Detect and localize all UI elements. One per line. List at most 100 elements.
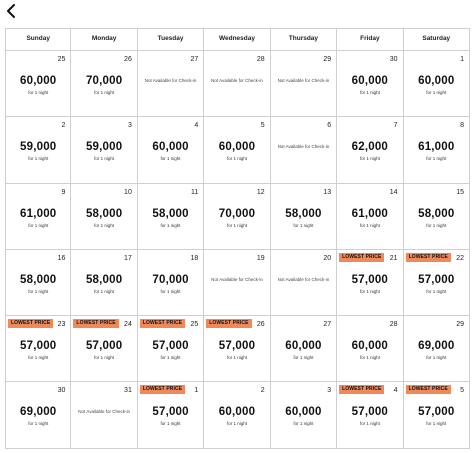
weekday-label: Thursday — [271, 29, 338, 50]
night-count-label: for 1 night — [293, 355, 314, 361]
day-cell[interactable]: 17 58,000 for 1 night — [71, 249, 138, 317]
night-count-label: for 1 night — [226, 156, 247, 162]
day-cell[interactable]: 9 61,000 for 1 night — [5, 183, 72, 250]
lowest-price-badge: LOWEST PRICE — [339, 385, 385, 395]
night-price: 69,000 — [20, 406, 57, 419]
night-price: 60,000 — [351, 340, 389, 353]
chevron-left-icon — [7, 4, 15, 18]
day-cell[interactable]: 8 61,000 for 1 night — [403, 117, 470, 184]
night-price: 60,000 — [152, 141, 189, 154]
day-cell[interactable]: 13 58,000 for 1 night — [270, 183, 338, 250]
day-number: 28 — [256, 56, 265, 63]
night-count-label: for 1 night — [426, 222, 447, 228]
day-number: 28 — [389, 321, 398, 329]
weekday-label: Friday — [337, 29, 404, 50]
day-cell[interactable]: LOWEST PRICE 25 57,000 for 1 night — [137, 316, 205, 383]
night-count-label: for 1 night — [28, 355, 49, 361]
day-number: 24 — [124, 321, 132, 329]
day-cell[interactable]: LOWEST PRICE 5 57,000 for 1 night — [403, 382, 470, 449]
night-price: 62,000 — [351, 141, 389, 154]
lowest-price-badge: LOWEST PRICE — [139, 319, 186, 329]
not-available-label: Not Available for Check-in — [277, 276, 330, 282]
day-cell[interactable]: 16 58,000 for 1 night — [5, 249, 72, 317]
day-cell[interactable]: 29 Not Available for Check-in — [270, 51, 338, 118]
day-cell[interactable]: 31 Not Available for Check-in — [71, 382, 138, 449]
day-number: 23 — [57, 321, 66, 329]
day-cell[interactable]: 3 60,000 for 1 night — [270, 382, 338, 449]
weekday-label: Saturday — [404, 29, 470, 50]
day-number: 2 — [260, 387, 265, 395]
lowest-price-badge: LOWEST PRICE — [8, 319, 54, 329]
night-count-label: for 1 night — [160, 288, 181, 294]
day-cell[interactable]: 7 62,000 for 1 night — [337, 117, 404, 184]
night-count-label: for 1 night — [359, 421, 380, 427]
night-price: 61,000 — [20, 207, 57, 220]
day-number: 27 — [190, 56, 199, 63]
night-price: 57,000 — [351, 406, 389, 419]
night-count-label: for 1 night — [359, 156, 380, 162]
day-cell[interactable]: 5 60,000 for 1 night — [204, 117, 271, 184]
night-price: 58,000 — [20, 273, 57, 286]
not-available-label: Not Available for Check-in — [277, 144, 330, 150]
day-number: 30 — [389, 56, 398, 63]
day-number: 6 — [327, 122, 332, 130]
day-cell[interactable]: LOWEST PRICE 23 57,000 for 1 night — [5, 316, 72, 383]
day-number: 3 — [327, 387, 332, 395]
night-count-label: for 1 night — [359, 222, 380, 228]
day-cell[interactable]: 4 60,000 for 1 night — [137, 117, 205, 184]
weekday-label: Sunday — [5, 29, 72, 50]
night-count-label: for 1 night — [426, 90, 447, 95]
day-cell[interactable]: 1 60,000 for 1 night — [403, 51, 470, 118]
day-cell[interactable]: 28 60,000 for 1 night — [337, 316, 404, 383]
night-price: 70,000 — [218, 207, 256, 220]
day-cell[interactable]: LOWEST PRICE 22 57,000 for 1 night — [403, 249, 470, 317]
day-cell[interactable]: 27 Not Available for Check-in — [137, 51, 205, 118]
day-cell[interactable]: 6 Not Available for Check-in — [270, 117, 338, 184]
day-cell[interactable]: LOWEST PRICE 4 57,000 for 1 night — [337, 382, 404, 449]
night-price: 61,000 — [418, 141, 455, 154]
day-cell[interactable]: 19 Not Available for Check-in — [204, 249, 271, 317]
night-count-label: for 1 night — [28, 156, 49, 162]
day-cell[interactable]: 29 69,000 for 1 night — [403, 316, 470, 383]
day-number: 26 — [124, 56, 132, 63]
day-number: 22 — [456, 254, 464, 262]
day-cell[interactable]: 28 Not Available for Check-in — [204, 51, 271, 118]
day-number: 20 — [323, 254, 332, 262]
night-count-label: for 1 night — [226, 355, 247, 361]
day-cell[interactable]: 12 70,000 for 1 night — [204, 183, 271, 250]
lowest-price-badge: LOWEST PRICE — [405, 385, 451, 395]
day-number: 29 — [323, 56, 332, 63]
day-number: 4 — [194, 122, 199, 130]
night-count-label: for 1 night — [94, 156, 115, 162]
day-cell[interactable]: 3 59,000 for 1 night — [71, 117, 138, 184]
day-cell[interactable]: 30 60,000 for 1 night — [337, 51, 404, 118]
night-count-label: for 1 night — [226, 222, 247, 228]
day-cell[interactable]: 15 58,000 for 1 night — [403, 183, 470, 250]
day-cell[interactable]: LOWEST PRICE 26 57,000 for 1 night — [204, 316, 271, 383]
back-button[interactable] — [3, 2, 19, 20]
night-price: 58,000 — [285, 207, 322, 220]
day-cell[interactable]: 11 58,000 for 1 night — [137, 183, 205, 250]
night-price: 57,000 — [418, 273, 455, 286]
day-cell[interactable]: 27 60,000 for 1 night — [270, 316, 338, 383]
day-cell[interactable]: 10 58,000 for 1 night — [71, 183, 138, 250]
day-cell[interactable]: 26 70,000 for 1 night — [71, 51, 138, 118]
day-number: 14 — [389, 188, 398, 196]
day-cell[interactable]: 18 70,000 for 1 night — [137, 249, 205, 317]
weekday-label: Tuesday — [138, 29, 205, 50]
day-cell[interactable]: 25 60,000 for 1 night — [5, 51, 72, 118]
day-cell[interactable]: 2 60,000 for 1 night — [204, 382, 271, 449]
day-cell[interactable]: 30 69,000 for 1 night — [5, 382, 72, 449]
day-cell[interactable]: 2 59,000 for 1 night — [5, 117, 72, 184]
night-price: 57,000 — [152, 340, 189, 353]
day-cell[interactable]: LOWEST PRICE 21 57,000 for 1 night — [337, 249, 404, 317]
day-number: 31 — [124, 387, 132, 395]
night-count-label: for 1 night — [426, 156, 447, 162]
night-price: 61,000 — [351, 207, 389, 220]
day-cell[interactable]: LOWEST PRICE 1 57,000 for 1 night — [137, 382, 205, 449]
day-cell[interactable]: LOWEST PRICE 24 57,000 for 1 night — [71, 316, 138, 383]
day-cell[interactable]: 14 61,000 for 1 night — [337, 183, 404, 250]
day-number: 19 — [256, 254, 265, 262]
day-cell[interactable]: 20 Not Available for Check-in — [270, 249, 338, 317]
night-count-label: for 1 night — [226, 421, 247, 427]
